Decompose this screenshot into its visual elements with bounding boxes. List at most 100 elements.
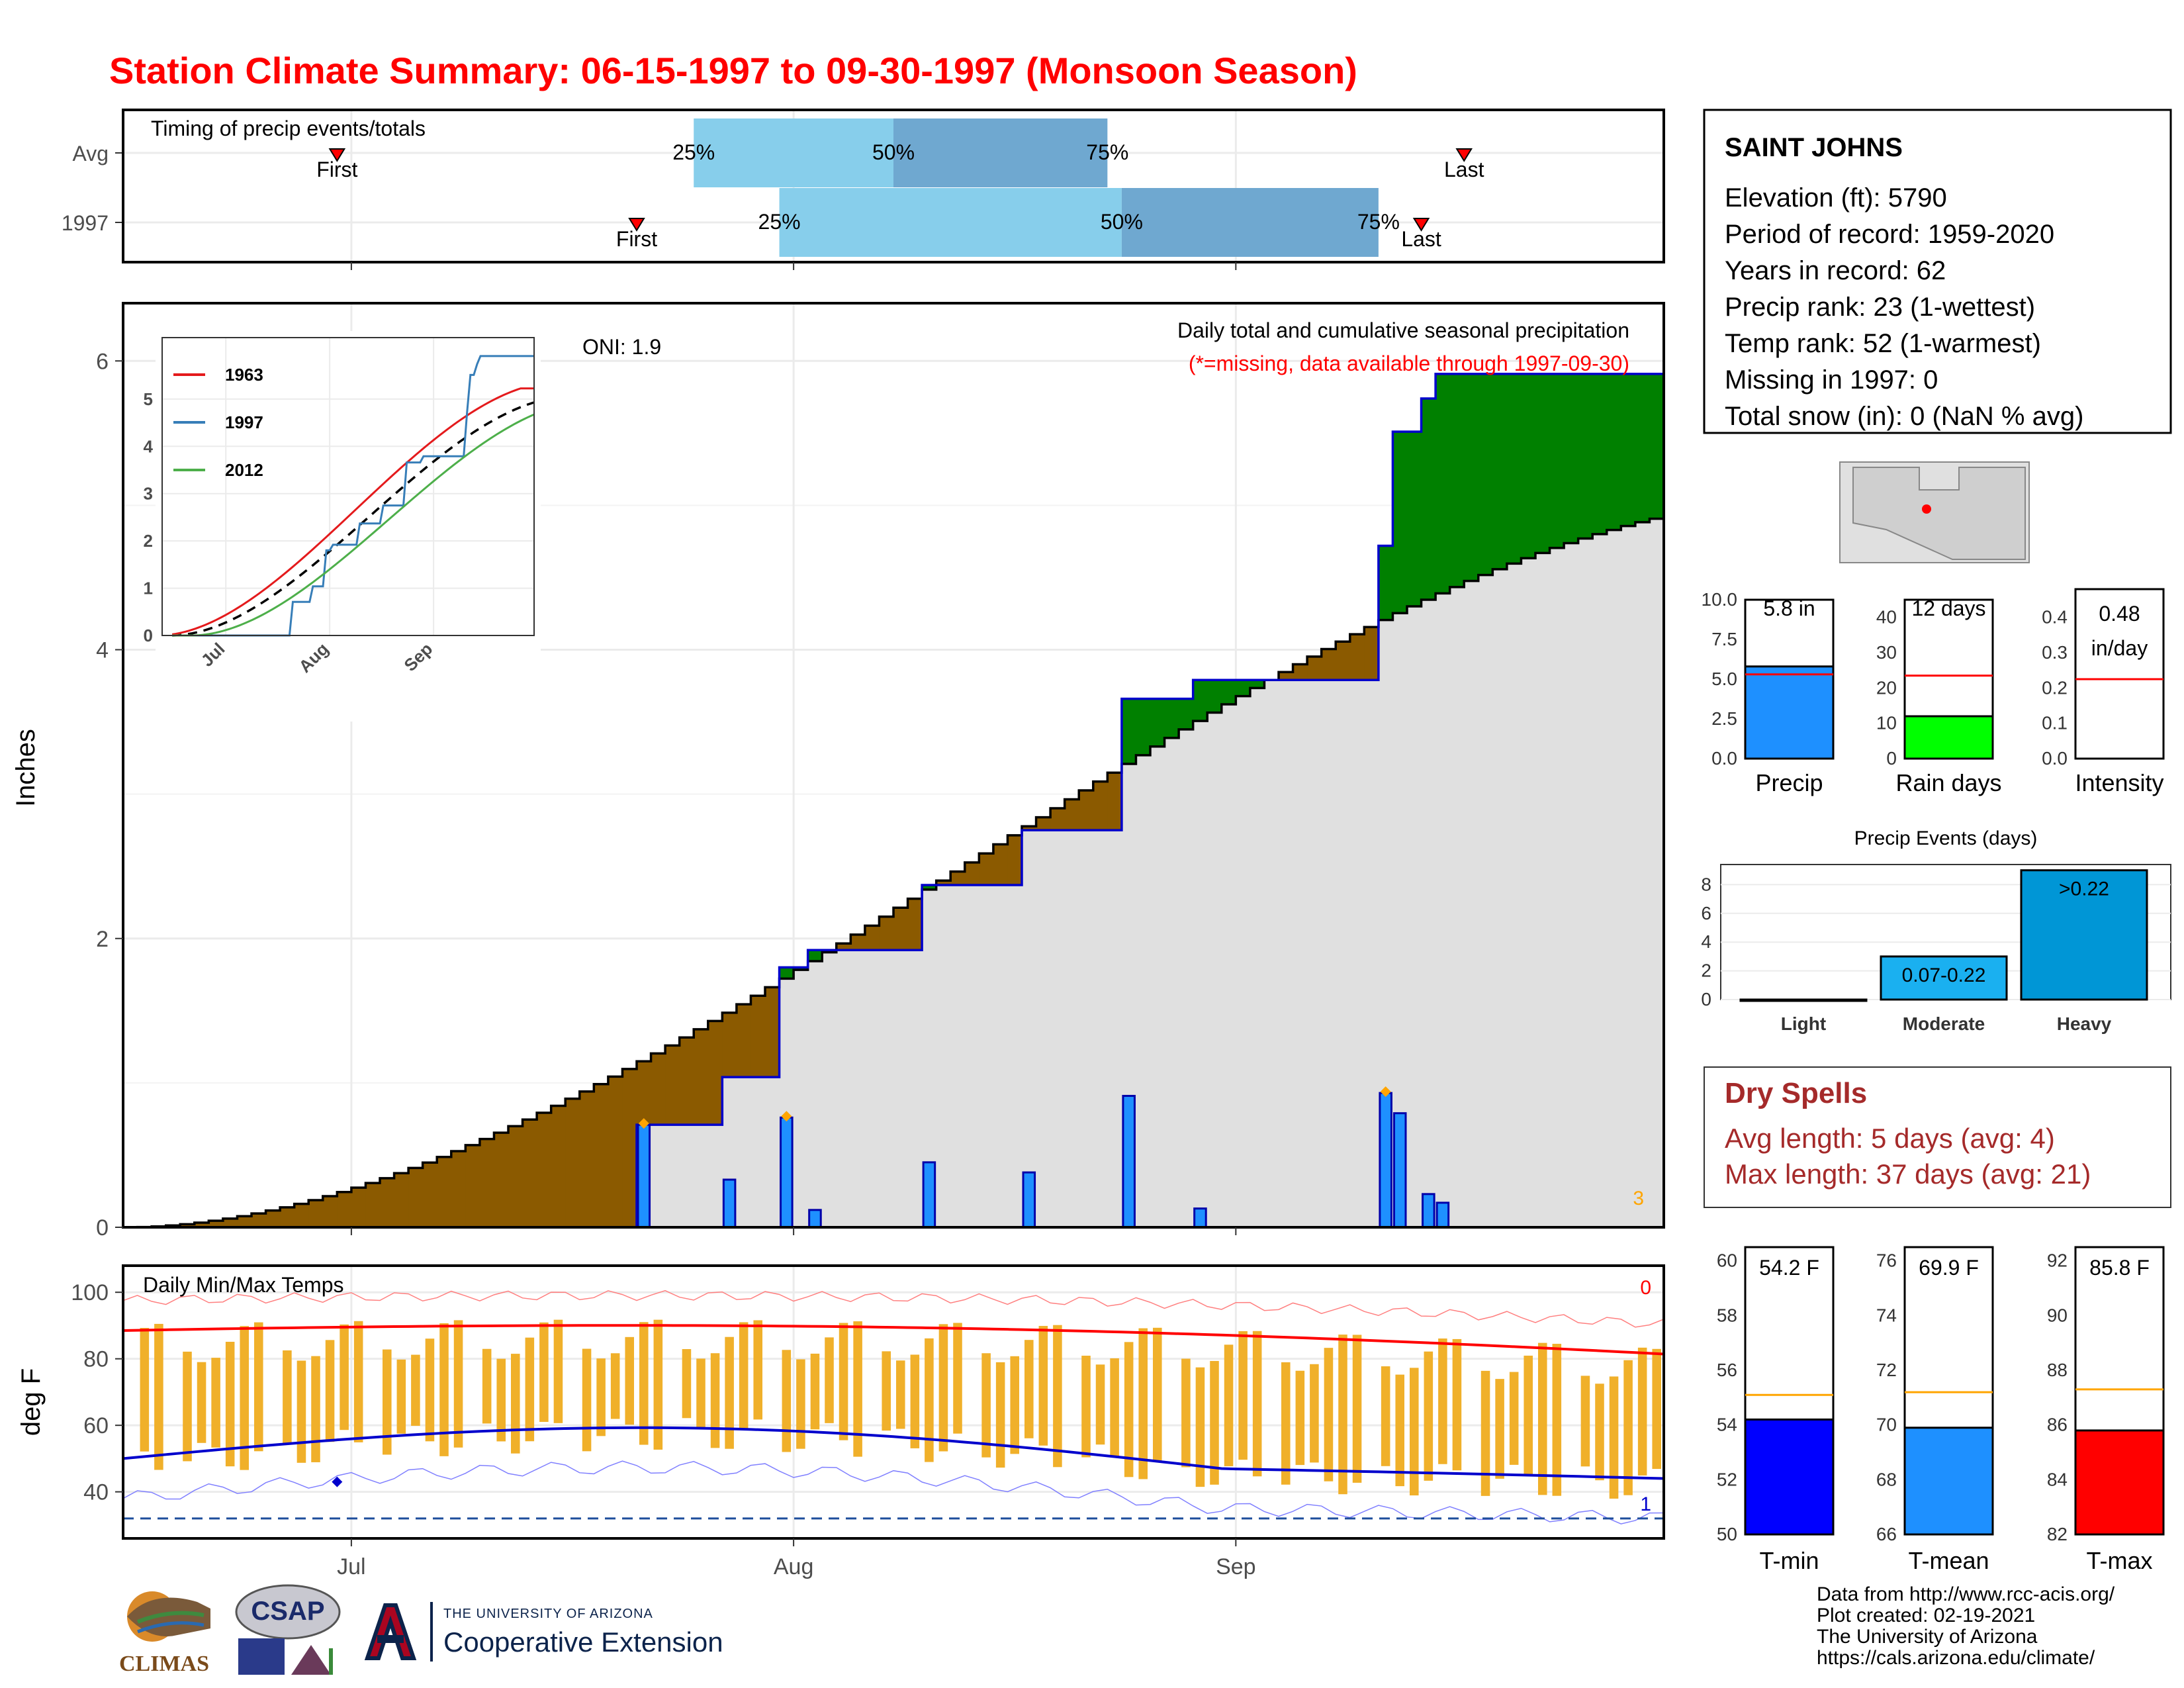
summary-bar-tick-label: 2.5: [1711, 708, 1737, 729]
daily-temp-bar: [653, 1319, 663, 1450]
summary-bar-tick-label: 10: [1876, 713, 1897, 733]
deficit-segment: [1093, 781, 1108, 831]
daily-temp-bar: [1181, 1358, 1191, 1468]
deficit-segment: [1064, 799, 1079, 831]
surplus-segment: [1564, 373, 1579, 543]
daily-temp-bar: [1637, 1347, 1647, 1476]
station-precip-rank: Precip rank: 23 (1-wettest): [1725, 293, 2035, 322]
deficit-segment: [722, 1012, 737, 1078]
daily-precip-bar: [808, 1209, 822, 1229]
inset-avg-line: [172, 401, 535, 637]
last-event-marker: [1412, 218, 1430, 232]
deficit-segment: [280, 1207, 295, 1227]
daily-temp-bar: [1081, 1355, 1091, 1458]
temp-y-tick-label: 100: [71, 1280, 109, 1305]
daily-precip-bar: [1022, 1171, 1036, 1229]
deficit-segment: [251, 1213, 267, 1227]
deficit-segment: [665, 1045, 680, 1125]
temp-bar-tick-label: 84: [2047, 1469, 2068, 1489]
deficit-segment: [765, 987, 780, 1078]
summary-bar-label: Precip: [1755, 769, 1823, 796]
deficit-segment: [237, 1216, 252, 1227]
inset-legend-label: 1963: [225, 365, 263, 385]
surplus-segment: [1478, 373, 1493, 575]
precip-events-tick-label: 4: [1701, 931, 1711, 952]
deficit-segment: [964, 862, 979, 886]
daily-temp-bar: [1195, 1367, 1205, 1487]
daily-temp-bar: [1224, 1344, 1234, 1466]
surplus-segment: [1207, 680, 1222, 713]
deficit-segment: [1050, 808, 1066, 831]
station-info-box: [1703, 109, 2172, 434]
climas-logo-text: CLIMAS: [118, 1652, 210, 1676]
surplus-segment: [1621, 373, 1636, 526]
deficit-segment: [437, 1156, 452, 1227]
timing-panel-border: [122, 109, 1665, 263]
deficit-segment: [850, 934, 866, 951]
station-snow: Total snow (in): 0 (NaN % avg): [1725, 402, 2083, 431]
daily-temp-bar: [1480, 1370, 1490, 1496]
temp-bar-tick-label: 82: [2047, 1524, 2068, 1544]
daily-temp-bar: [1210, 1360, 1219, 1485]
daily-temp-bar: [1438, 1338, 1447, 1464]
deficit-segment: [864, 925, 880, 951]
summary-bar-tick-label: 0.0: [1711, 748, 1737, 769]
deficit-segment: [622, 1068, 637, 1227]
surplus-segment: [1121, 698, 1137, 765]
timing-q75-label: 75%: [1086, 140, 1128, 164]
temp-x-tick-label: Jul: [337, 1554, 365, 1579]
inset-bg: [156, 331, 541, 722]
main-y-tick-label: 4: [96, 638, 109, 663]
summary-bar-tick-label: 0.1: [2042, 713, 2068, 733]
daily-temp-bar: [439, 1323, 449, 1456]
daily-precip-bar: [1435, 1201, 1450, 1229]
temp-bar-label: T-max: [2086, 1547, 2152, 1574]
daily-temp-bar: [910, 1354, 920, 1448]
temp-bar-label: T-mean: [1908, 1547, 1989, 1574]
deficit-segment: [979, 853, 994, 886]
first-event-marker: [628, 218, 645, 232]
daily-temp-bar: [682, 1349, 692, 1419]
climas-logo: CLIMAS: [111, 1582, 217, 1681]
daily-temp-bar: [1024, 1340, 1034, 1438]
daily-temp-bar: [311, 1356, 320, 1462]
temp-panel-bg: [123, 1266, 1664, 1538]
precip-event-category: Heavy: [2057, 1013, 2112, 1034]
daily-temp-bar: [1381, 1366, 1390, 1466]
summary-bar-tick-label: 0.2: [2042, 677, 2068, 698]
summary-bar-value: [1903, 715, 1994, 760]
last-event-label: Last: [1444, 158, 1484, 181]
surplus-segment: [1164, 698, 1179, 738]
record-low-marker: [332, 1476, 343, 1487]
daily-temp-bar: [1295, 1370, 1305, 1466]
daily-temp-bar: [710, 1353, 720, 1448]
temp-bar-tick-label: 92: [2047, 1250, 2068, 1271]
footer-line2: Plot created: 02-19-2021: [1817, 1605, 2035, 1626]
daily-temp-bar: [582, 1348, 592, 1452]
timing-row-label: Avg: [72, 142, 109, 165]
daily-temp-bar: [1623, 1360, 1633, 1495]
main-y-tick-label: 2: [96, 927, 109, 952]
deficit-segment: [1307, 656, 1322, 680]
surplus-segment: [1649, 373, 1664, 519]
daily-temp-bar: [1053, 1325, 1062, 1468]
precip-event-bar-label: >0.22: [2059, 878, 2109, 900]
daily-temp-bar: [1110, 1358, 1119, 1456]
last-event-marker: [1455, 148, 1473, 162]
surplus-segment: [1464, 373, 1479, 581]
surplus-segment: [1136, 698, 1151, 755]
deficit-segment: [479, 1139, 495, 1227]
daily-temp-bar: [1580, 1376, 1590, 1467]
precip-event-bar: [2020, 869, 2148, 1001]
daily-temp-bar: [1509, 1372, 1519, 1465]
daily-temp-bar: [325, 1340, 335, 1442]
summary-bar-tick-label: 40: [1876, 607, 1897, 628]
temp-bar-tick-label: 58: [1717, 1305, 1737, 1325]
temp-panel-title: Daily Min/Max Temps: [143, 1273, 343, 1297]
summary-bar-value-text: 12 days: [1911, 596, 1985, 620]
daily-temp-bar: [1352, 1335, 1362, 1483]
timing-q50-label: 50%: [872, 140, 915, 164]
deficit-segment: [579, 1091, 594, 1227]
surplus-segment: [794, 967, 809, 970]
footer-line3: The University of Arizona: [1817, 1626, 2038, 1648]
